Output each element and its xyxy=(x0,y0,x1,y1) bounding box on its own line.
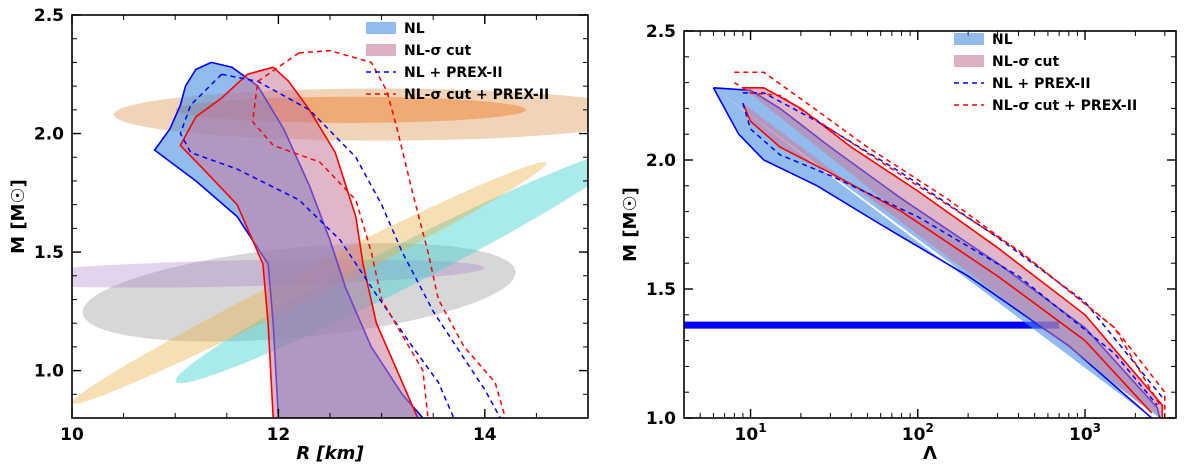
y-tick-label: 1.5 xyxy=(34,243,64,263)
y-tick-label: 1.0 xyxy=(34,362,64,382)
legend-swatch xyxy=(366,44,396,56)
y-axis-label: M [M☉] xyxy=(8,179,29,254)
legend: NL NL-σ cut NL + PREX-II NL-σ cut + PREX-II xyxy=(366,21,549,103)
legend-swatch xyxy=(366,22,396,34)
x-tick-label: 102 xyxy=(902,421,934,445)
y-tick-label: 1.0 xyxy=(646,409,676,429)
dashed-right-nl-prex-ii xyxy=(221,73,501,418)
dashed-left-nl-cut-prex-ii xyxy=(251,52,429,418)
dashed-right-nl-cut-prex-ii xyxy=(734,71,1166,418)
dashed-right-nl-cut-prex-ii xyxy=(298,49,507,418)
band-edge-left-nl-cut xyxy=(179,66,274,418)
y-tick-label: 2.5 xyxy=(646,22,676,42)
dashed-left-nl-prex-ii xyxy=(742,102,1158,406)
legend-label: NL-σ cut + PREX-II xyxy=(404,87,549,103)
left-panel-mass-radius: 10 12 14 1.0 1.5 2.0 2.5 R [km] M [M☉] NL NL-σ cut… xyxy=(8,6,589,464)
legend-label: NL xyxy=(992,32,1013,48)
legend-swatch xyxy=(954,55,984,67)
legend-swatch xyxy=(954,33,984,45)
y-tick-label: 2.0 xyxy=(34,125,64,145)
band-edge-right-nl-cut xyxy=(272,66,419,418)
legend-label: NL-σ cut xyxy=(404,43,471,59)
band-edge-right-nl-cut xyxy=(742,87,1164,418)
band-edge-left-nl-cut xyxy=(742,102,1153,414)
legend-label: NL + PREX-II xyxy=(992,76,1091,92)
plot-area xyxy=(72,49,588,418)
band-fill-nl xyxy=(713,87,1160,418)
legend-label: NL-σ cut xyxy=(992,54,1059,70)
y-tick-label: 2.5 xyxy=(34,6,64,26)
y-axis-label: M [M☉] xyxy=(620,187,641,262)
y-tick-label: 2.0 xyxy=(646,151,676,171)
dashed-left-nl-prex-ii xyxy=(179,73,455,418)
axes-frame xyxy=(683,30,1177,419)
dashed-right-nl-prex-ii xyxy=(742,92,1163,398)
legend: NL NL-σ cut NL + PREX-II NL-σ cut + PREX-II xyxy=(954,32,1137,114)
x-tick-label: 14 xyxy=(473,425,497,445)
legend-label: NL xyxy=(404,21,425,37)
x-axis-label: Λ xyxy=(923,443,937,464)
y-tick-label: 1.5 xyxy=(646,280,676,300)
band-fill-nl-cut xyxy=(742,87,1163,418)
x-tick-label: 103 xyxy=(1069,421,1101,445)
x-tick-label: 10 xyxy=(60,425,84,445)
ticks: 10 12 14 1.0 1.5 2.0 2.5 xyxy=(34,6,589,445)
legend-label: NL + PREX-II xyxy=(404,65,503,81)
legend-label: NL-σ cut + PREX-II xyxy=(992,98,1137,114)
x-tick-label: 12 xyxy=(267,425,291,445)
plot-area xyxy=(684,71,1166,418)
x-tick-label: 101 xyxy=(735,421,767,445)
x-axis-label: R [km] xyxy=(296,443,364,464)
band-fill-nl-cut xyxy=(180,67,418,418)
